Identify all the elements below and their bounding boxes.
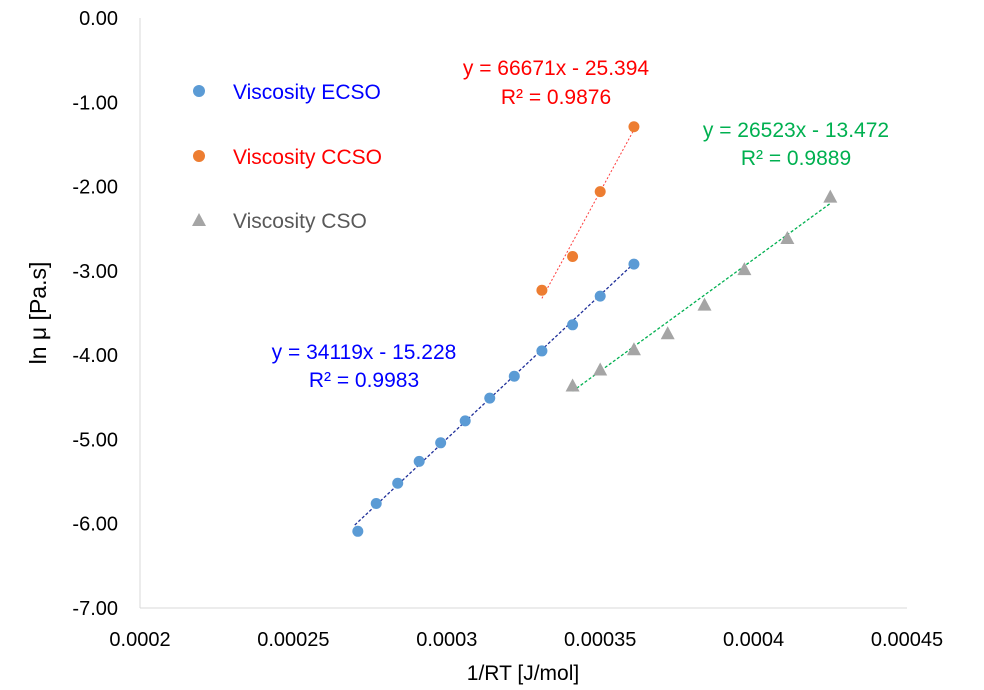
axes	[139, 18, 907, 609]
ccso-data-point	[567, 251, 579, 263]
ccso-data-point	[536, 284, 548, 296]
x-tick-label: 0.0002	[109, 629, 170, 651]
ecso-data-point	[628, 258, 640, 270]
cso-data-point	[823, 189, 838, 203]
cso-data-point	[626, 342, 641, 356]
x-tick-label: 0.00035	[564, 629, 636, 651]
ecso-data-point	[413, 455, 425, 467]
ecso-data-point	[352, 525, 364, 537]
ccso-data-point	[628, 121, 640, 133]
legend-item-cso: Viscosity CSO	[192, 210, 367, 233]
legend-marker-ccso	[193, 150, 205, 162]
y-tick-label: -1.00	[72, 92, 118, 114]
ecso-data-point	[459, 415, 471, 427]
legend: Viscosity ECSO Viscosity CCSO Viscosity …	[192, 81, 382, 233]
y-tick-label: -7.00	[72, 598, 118, 620]
y-tick-label: -3.00	[72, 261, 118, 283]
y-tick-label: -6.00	[72, 514, 118, 536]
legend-item-ccso: Viscosity CCSO	[193, 146, 382, 169]
ccso-equation-label: y = 66671x - 25.394	[463, 57, 650, 80]
ecso-data-point	[567, 319, 579, 331]
legend-marker-ecso	[193, 85, 205, 97]
ecso-data-point	[392, 477, 404, 489]
legend-label-ccso: Viscosity CCSO	[233, 146, 382, 169]
ecso-r2-label: R² = 0.9983	[309, 369, 419, 392]
legend-label-ecso: Viscosity ECSO	[233, 81, 381, 104]
ecso-data-point	[484, 392, 496, 404]
data-points	[352, 121, 838, 537]
legend-item-ecso: Viscosity ECSO	[193, 81, 381, 104]
ecso-data-point	[536, 345, 548, 357]
y-tick-label: 0.00	[79, 8, 118, 30]
x-tick-label: 0.0004	[723, 629, 784, 651]
legend-marker-cso	[192, 213, 206, 226]
legend-label-cso: Viscosity CSO	[233, 210, 367, 233]
cso-data-point	[780, 230, 795, 244]
y-tick-labels: 0.00 -1.00 -2.00 -3.00 -4.00 -5.00 -6.00 -7.00	[72, 8, 118, 620]
x-tick-label: 0.00025	[257, 629, 329, 651]
cso-data-point	[697, 297, 712, 311]
ccso-data-point	[594, 186, 606, 198]
cso-data-point	[660, 326, 675, 340]
x-tick-label: 0.0003	[416, 629, 477, 651]
cso-data-point	[565, 378, 580, 392]
y-axis-title: ln μ [Pa.s]	[25, 262, 51, 365]
cso-data-point	[593, 362, 608, 376]
cso-r2-label: R² = 0.9889	[741, 147, 851, 170]
cso-equation-label: y = 26523x - 13.472	[703, 119, 889, 142]
ecso-data-point	[435, 437, 447, 449]
ecso-data-point	[508, 370, 520, 382]
x-axis-title: 1/RT [J/mol]	[467, 662, 579, 685]
y-tick-label: -5.00	[72, 429, 118, 451]
trendline-annotations: y = 66671x - 25.394 R² = 0.9876 y = 2652…	[272, 57, 889, 392]
x-tick-label: 0.00045	[871, 629, 943, 651]
ecso-trendline	[354, 260, 638, 526]
ccso-r2-label: R² = 0.9876	[501, 86, 611, 109]
cso-data-point	[737, 262, 752, 276]
y-tick-label: -2.00	[72, 177, 118, 199]
ecso-equation-label: y = 34119x - 15.228	[272, 341, 457, 364]
ccso-trendline	[541, 129, 635, 299]
x-tick-labels: 0.0002 0.00025 0.0003 0.00035 0.0004 0.00045	[109, 629, 943, 651]
ecso-data-point	[594, 290, 606, 302]
y-tick-label: -4.00	[72, 345, 118, 367]
ecso-data-point	[370, 497, 382, 509]
